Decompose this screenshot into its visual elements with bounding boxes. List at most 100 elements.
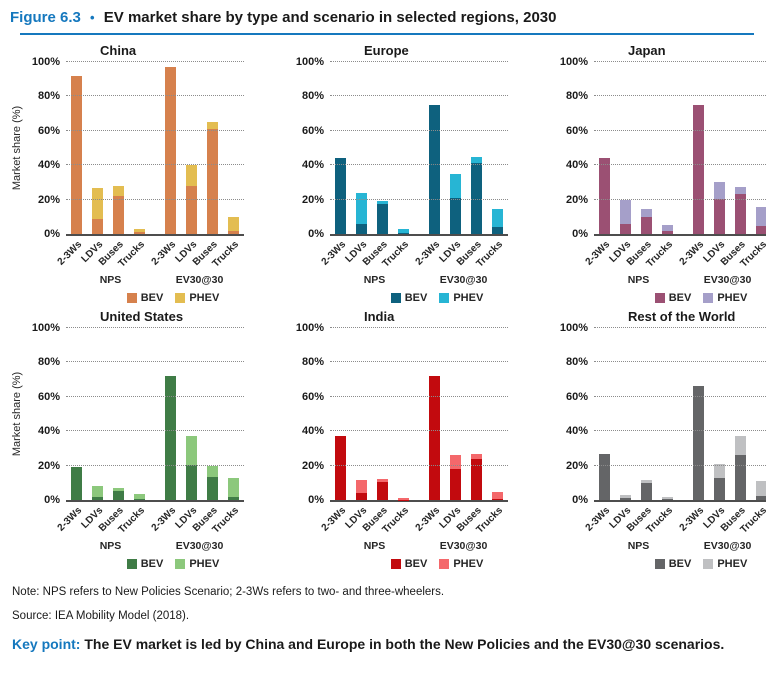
phev-legend-swatch	[175, 292, 186, 303]
gridline	[330, 95, 508, 97]
phev-segment	[756, 481, 766, 496]
panel-title: Europe	[364, 43, 409, 58]
panel-body: 0% 20% 40% 60% 80% 100% 2-3Ws LDVs Buses Trucks 2…	[290, 322, 526, 554]
bar-slot	[657, 328, 678, 500]
x-axis-labels: 2-3Ws LDVs Buses Trucks 2-3Ws LDVs Buses Trucks	[320, 502, 508, 544]
bar-slot	[223, 62, 244, 234]
bev-segment	[620, 223, 631, 234]
group-labels: NPS EV30@30	[594, 540, 766, 554]
bar-group-ev30-30	[683, 328, 766, 500]
y-tick-label: 80%	[37, 90, 60, 103]
y-tick-label: 80%	[565, 90, 588, 103]
gridline	[594, 198, 766, 200]
bar-slot	[223, 328, 244, 500]
phev-segment	[492, 209, 503, 228]
phev-segment	[113, 487, 124, 492]
x-cell: Trucks	[117, 236, 150, 278]
bar-slot	[160, 62, 181, 234]
bar-slot	[688, 328, 709, 500]
chart-grid: China Market share (%) 0% 20% 40% 60% 80% 100…	[0, 35, 766, 571]
scenario-group-label: NPS	[627, 274, 650, 286]
phev-legend-swatch	[175, 558, 186, 569]
phev-segment	[756, 206, 766, 227]
bev-segment	[207, 476, 218, 500]
gridline	[66, 95, 244, 97]
y-tick-label: 40%	[301, 425, 324, 438]
bar-slot	[636, 62, 657, 234]
gridline	[594, 95, 766, 97]
bev-legend-label: BEV	[140, 557, 164, 570]
bev-segment	[335, 158, 346, 234]
bev-segment	[620, 498, 631, 500]
y-tick-label: 20%	[565, 459, 588, 472]
bar-ev30-30-buses	[207, 62, 218, 234]
phev-segment	[92, 187, 103, 219]
bar-ev30-30-buses	[207, 328, 218, 500]
bar-group-nps	[330, 328, 419, 500]
x-category-label: 2-3Ws	[319, 239, 349, 268]
chart-row-top: China Market share (%) 0% 20% 40% 60% 80% 100…	[8, 43, 766, 305]
bar-slot	[445, 328, 466, 500]
phev-legend-label: PHEV	[717, 557, 748, 570]
bar-nps-trucks	[134, 62, 145, 234]
gridline	[594, 61, 766, 62]
gridline	[330, 129, 508, 131]
bar-slot	[66, 62, 87, 234]
x-category-label: 2-3Ws	[55, 505, 85, 534]
chart-row-bottom: United States Market share (%) 0% 20% 40% 6…	[8, 309, 766, 571]
bar-slot	[87, 62, 108, 234]
source-text: Source: IEA Mobility Model (2018).	[12, 610, 190, 622]
phev-segment	[377, 479, 388, 482]
y-axis-title-column: Market share (%)	[8, 62, 26, 234]
bar-slot	[129, 62, 150, 234]
gridline	[66, 464, 244, 466]
bev-legend-label: BEV	[668, 291, 692, 304]
phev-segment	[228, 477, 239, 497]
bev-segment	[134, 498, 145, 500]
gridline	[66, 164, 244, 166]
bev-legend-swatch	[390, 558, 401, 569]
bar-slot	[730, 328, 751, 500]
x-label-group-nps: 2-3Ws LDVs Buses Trucks	[320, 502, 419, 544]
bev-legend-swatch	[654, 292, 665, 303]
bev-segment	[113, 196, 124, 234]
bar-slot	[615, 328, 636, 500]
bar-nps-ldvs	[92, 328, 103, 500]
bar-slot	[108, 62, 129, 234]
chart-panel-europe: Europe 0% 20% 40% 60% 80% 100% 2-3Ws LDVs Buses…	[290, 43, 526, 305]
phev-segment	[92, 486, 103, 497]
x-category-label: 2-3Ws	[55, 239, 85, 268]
y-tick-label: 40%	[565, 425, 588, 438]
x-label-group-ev30-30: 2-3Ws LDVs Buses Trucks	[150, 236, 244, 278]
x-label-group-nps: 2-3Ws LDVs Buses Trucks	[584, 236, 683, 278]
bev-segment	[134, 232, 145, 234]
figure-title-line: Figure 6.3 • EV market share by type and…	[10, 9, 756, 26]
bev-segment	[92, 496, 103, 500]
x-label-group-nps: 2-3Ws LDVs Buses Trucks	[320, 236, 419, 278]
x-label-group-nps: 2-3Ws LDVs Buses Trucks	[56, 236, 155, 278]
gridline	[594, 464, 766, 466]
phev-segment	[186, 436, 197, 465]
gridline	[330, 164, 508, 166]
bar-nps-2-3ws	[599, 62, 610, 234]
bar-group-nps	[330, 62, 419, 234]
bev-segment	[377, 203, 388, 234]
figure-number: Figure 6.3	[10, 9, 81, 26]
plot-column: 2-3Ws LDVs Buses Trucks 2-3Ws LDVs Buses Trucks…	[56, 327, 244, 554]
plot-area	[594, 327, 766, 502]
bar-slot	[487, 328, 508, 500]
bar-slot	[709, 62, 730, 234]
x-category-label: 2-3Ws	[583, 239, 613, 268]
bev-segment	[429, 376, 440, 500]
bar-slot	[445, 62, 466, 234]
bar-ev30-30-trucks	[228, 62, 239, 234]
y-tick-label: 20%	[37, 193, 60, 206]
bev-legend-swatch	[390, 292, 401, 303]
plot-area	[66, 61, 244, 236]
bar-nps-buses	[113, 328, 124, 500]
bev-segment	[450, 469, 461, 500]
bar-slot	[372, 62, 393, 234]
x-cell: Trucks	[645, 502, 678, 544]
x-category-label: 2-3Ws	[319, 505, 349, 534]
plot-area	[330, 327, 508, 502]
